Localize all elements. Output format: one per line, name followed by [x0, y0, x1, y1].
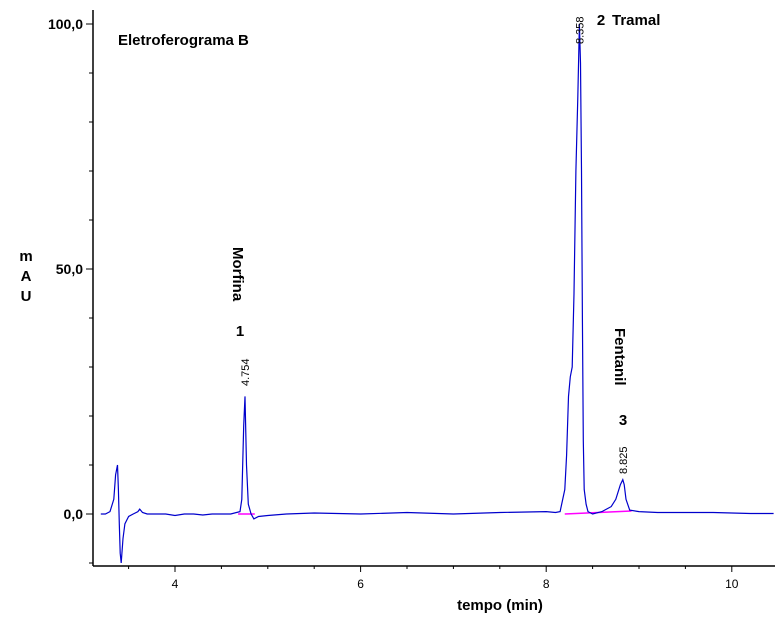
peak-name-fentanil: Fentanil: [611, 328, 628, 386]
peak-name-morfina: Morfina: [229, 247, 246, 302]
y-axis-label: m A U: [19, 248, 32, 305]
y-tick-label: 0,0: [64, 506, 84, 522]
peak-labels: Morfina 1 4.754 8.358 2 Tramal Fentanil 3 8.825: [229, 12, 660, 474]
axes: [92, 10, 775, 567]
x-tick-label: 10: [725, 577, 739, 591]
x-tick-label: 8: [543, 577, 550, 591]
peak-number-1: 1: [236, 323, 244, 340]
y-ticks: 0,0 50,0 100,0: [48, 16, 93, 564]
y-tick-label: 100,0: [48, 16, 83, 32]
peak-rt-3: 8.825: [618, 446, 630, 474]
peak-rt-1: 4.754: [240, 358, 252, 386]
x-ticks: 4 6 8 10: [128, 566, 739, 591]
y-axis-label-char-m: m: [19, 248, 32, 265]
peak-name-tramal: Tramal: [612, 12, 660, 29]
y-tick-label: 50,0: [56, 261, 83, 277]
x-tick-label: 6: [357, 577, 364, 591]
peak-rt-2: 8.358: [574, 16, 586, 44]
peak-number-3: 3: [619, 412, 627, 429]
chart-title: Eletroferograma B: [118, 32, 249, 49]
x-tick-label: 4: [172, 577, 179, 591]
y-axis-label-char-u: U: [21, 288, 32, 305]
peak-number-2: 2: [597, 12, 605, 29]
signal-trace: [100, 23, 774, 564]
x-axis-label: tempo (min): [457, 597, 543, 614]
y-axis-label-char-a: A: [21, 268, 32, 285]
